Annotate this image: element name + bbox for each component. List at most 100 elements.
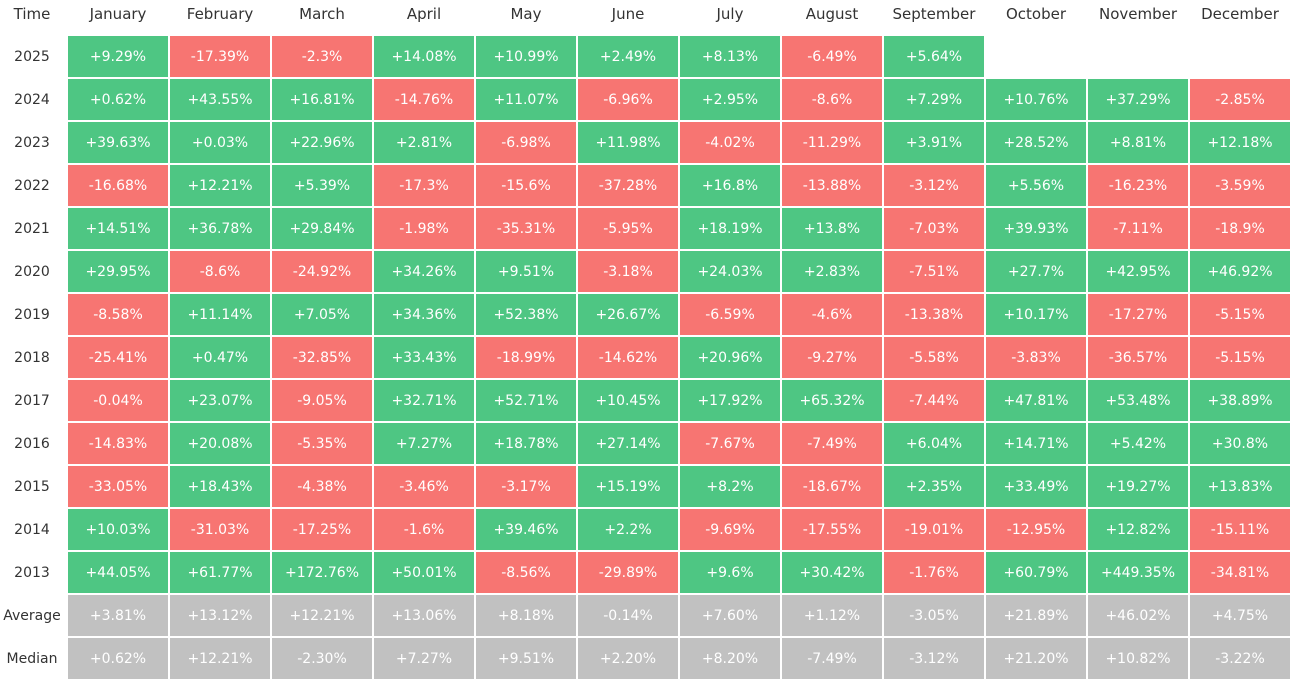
return-cell: -3.59% [1190,165,1290,206]
return-cell: +0.03% [170,122,270,163]
return-cell: +39.46% [476,509,576,550]
return-cell: +16.8% [680,165,780,206]
return-cell: +11.14% [170,294,270,335]
return-cell: +33.43% [374,337,474,378]
return-cell: -9.69% [680,509,780,550]
return-cell: +10.76% [986,79,1086,120]
summary-cell: +4.75% [1190,595,1290,636]
return-cell: +34.36% [374,294,474,335]
year-label: 2023 [14,134,50,151]
return-cell: +9.29% [68,36,168,77]
return-cell: -17.3% [374,165,474,206]
return-cell: -36.57% [1088,337,1188,378]
return-cell: -1.98% [374,208,474,249]
return-cell: -14.76% [374,79,474,120]
return-cell: -17.25% [272,509,372,550]
return-cell: +36.78% [170,208,270,249]
return-cell: +32.71% [374,380,474,421]
return-cell: -1.76% [884,552,984,593]
summary-label: Median [6,650,58,667]
return-cell: +18.19% [680,208,780,249]
year-label: 2020 [14,263,50,280]
return-cell: +10.45% [578,380,678,421]
return-cell: -5.35% [272,423,372,464]
return-cell: -5.15% [1190,294,1290,335]
year-label: 2016 [14,435,50,452]
return-cell: +8.13% [680,36,780,77]
year-label: 2015 [14,478,50,495]
header-label: Time [13,5,51,23]
summary-cell: +1.12% [782,595,882,636]
year-label: 2019 [14,306,50,323]
month-header: May [510,5,542,23]
return-cell: +22.96% [272,122,372,163]
return-cell: -5.15% [1190,337,1290,378]
return-cell: -5.58% [884,337,984,378]
return-cell: +10.03% [68,509,168,550]
return-cell: +11.98% [578,122,678,163]
return-cell: -15.6% [476,165,576,206]
summary-cell: +7.27% [374,638,474,679]
year-label: 2024 [14,91,50,108]
summary-cell: +13.12% [170,595,270,636]
return-cell: +18.43% [170,466,270,507]
year-label: 2018 [14,349,50,366]
return-cell: -18.99% [476,337,576,378]
return-cell: +33.49% [986,466,1086,507]
year-label: 2017 [14,392,50,409]
summary-cell: -3.22% [1190,638,1290,679]
return-cell: +39.93% [986,208,1086,249]
return-cell: +30.8% [1190,423,1290,464]
return-cell: -0.04% [68,380,168,421]
summary-cell: +46.02% [1088,595,1188,636]
return-cell: +13.8% [782,208,882,249]
return-cell: -17.27% [1088,294,1188,335]
return-cell: +65.32% [782,380,882,421]
return-cell: +42.95% [1088,251,1188,292]
return-cell: -25.41% [68,337,168,378]
return-cell: +12.18% [1190,122,1290,163]
return-cell: -31.03% [170,509,270,550]
year-label: 2013 [14,564,50,581]
return-cell: +9.51% [476,251,576,292]
return-cell: +19.27% [1088,466,1188,507]
return-cell: +2.35% [884,466,984,507]
summary-cell: +21.20% [986,638,1086,679]
return-cell: -4.6% [782,294,882,335]
return-cell: -8.6% [782,79,882,120]
return-cell: +449.35% [1088,552,1188,593]
month-header: November [1098,5,1178,23]
month-header: April [406,5,442,23]
return-cell: -9.27% [782,337,882,378]
return-cell: -6.96% [578,79,678,120]
return-cell: -1.6% [374,509,474,550]
year-label: 2014 [14,521,50,538]
return-cell: -29.89% [578,552,678,593]
return-cell: +2.49% [578,36,678,77]
return-cell: +0.62% [68,79,168,120]
summary-cell: -3.05% [884,595,984,636]
return-cell: -8.6% [170,251,270,292]
return-cell: +29.95% [68,251,168,292]
return-cell: -14.62% [578,337,678,378]
return-cell: -2.85% [1190,79,1290,120]
summary-cell: +3.81% [68,595,168,636]
return-cell: -24.92% [272,251,372,292]
return-cell: -34.81% [1190,552,1290,593]
return-cell: -7.51% [884,251,984,292]
month-header: September [892,5,976,23]
return-cell: +12.21% [170,165,270,206]
return-cell: -3.17% [476,466,576,507]
return-cell: -5.95% [578,208,678,249]
return-cell: +30.42% [782,552,882,593]
summary-cell: +7.60% [680,595,780,636]
return-cell: +17.92% [680,380,780,421]
return-cell: -17.39% [170,36,270,77]
month-header: June [611,5,645,23]
month-header: August [805,5,859,23]
return-cell: +46.92% [1190,251,1290,292]
year-label: 2025 [14,48,50,65]
return-cell: +50.01% [374,552,474,593]
return-cell: +2.2% [578,509,678,550]
